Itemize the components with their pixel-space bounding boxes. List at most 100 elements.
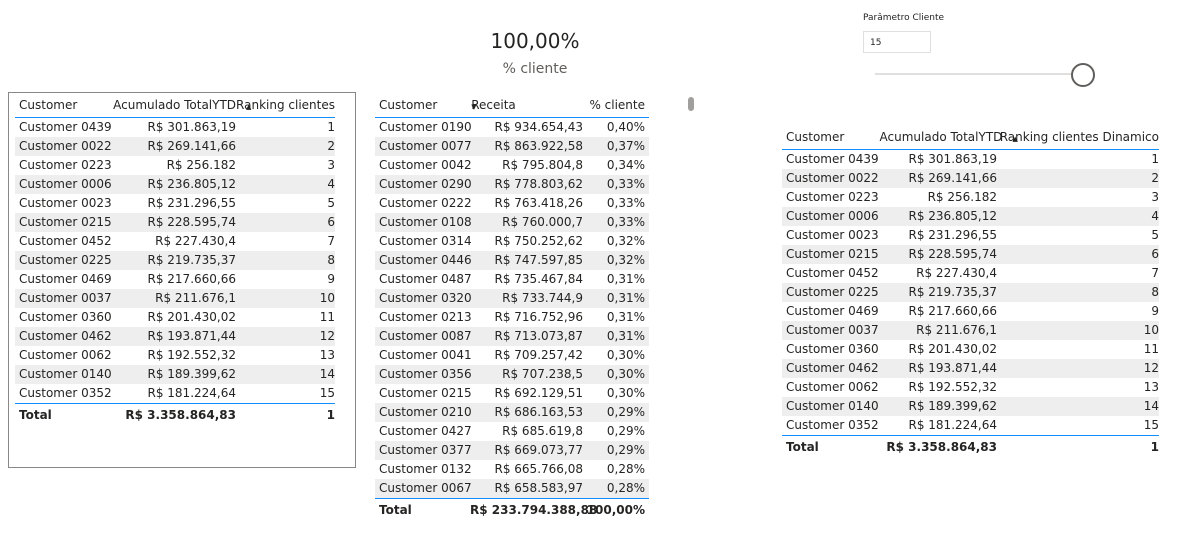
table-row[interactable]: Customer 0314 R$ 750.252,62 0,32% <box>375 232 649 251</box>
table-header: Customer Acumulado TotalYTD Ranking clie… <box>782 126 1159 150</box>
table-row[interactable]: Customer 0439 R$ 301.863,19 1 <box>782 150 1159 169</box>
slider-track[interactable] <box>875 73 1085 75</box>
table-row[interactable]: Customer 0377 R$ 669.073,77 0,29% <box>375 441 649 460</box>
cell-value: R$ 228.595,74 <box>147 215 237 229</box>
table-row[interactable]: Customer 0223 R$ 256.182 3 <box>15 156 335 175</box>
table-row[interactable]: Customer 0062 R$ 192.552,32 13 <box>15 346 335 365</box>
table-row[interactable]: Customer 0140 R$ 189.399,62 14 <box>15 365 335 384</box>
table-row[interactable]: Customer 0462 R$ 193.871,44 12 <box>15 327 335 346</box>
table-row[interactable]: Customer 0213 R$ 716.752,96 0,31% <box>375 308 649 327</box>
cell-metric: 0,31% <box>606 310 645 324</box>
table-row[interactable]: Customer 0427 R$ 685.619,8 0,29% <box>375 422 649 441</box>
cell-value: R$ 181.224,64 <box>147 386 237 400</box>
table-row[interactable]: Customer 0469 R$ 217.660,66 9 <box>782 302 1159 321</box>
cell-metric: 14 <box>319 367 335 381</box>
slicer-value-input[interactable]: 15 <box>863 31 931 53</box>
table-row[interactable]: Customer 0087 R$ 713.073,87 0,31% <box>375 327 649 346</box>
table-row[interactable]: Customer 0222 R$ 763.418,26 0,33% <box>375 194 649 213</box>
cell-customer: Customer 0314 <box>379 234 472 248</box>
column-header-acumulado[interactable]: Acumulado TotalYTD <box>113 98 237 112</box>
cell-value: R$ 763.418,26 <box>494 196 584 210</box>
table-row[interactable]: Customer 0006 R$ 236.805,12 4 <box>15 175 335 194</box>
table-row[interactable]: Customer 0108 R$ 760.000,7 0,33% <box>375 213 649 232</box>
table-row[interactable]: Customer 0190 R$ 934.654,43 0,40% <box>375 118 649 137</box>
table-row[interactable]: Customer 0452 R$ 227.430,4 7 <box>15 232 335 251</box>
cell-value: R$ 863.922,58 <box>494 139 584 153</box>
column-header-customer[interactable]: Customer <box>786 130 845 144</box>
column-header-ranking-dinamico[interactable]: Ranking clientes Dinamico ▲ <box>1000 126 1159 144</box>
table-row[interactable]: Customer 0037 R$ 211.676,1 10 <box>782 321 1159 340</box>
table-row[interactable]: Customer 0210 R$ 686.163,53 0,29% <box>375 403 649 422</box>
cell-metric: 12 <box>319 329 335 343</box>
cell-value: R$ 211.676,1 <box>155 291 236 305</box>
total-row: Total R$ 3.358.864,83 1 <box>15 403 335 425</box>
table-row[interactable]: Customer 0487 R$ 735.467,84 0,31% <box>375 270 649 289</box>
table-row[interactable]: Customer 0360 R$ 201.430,02 11 <box>782 340 1159 359</box>
column-header-customer[interactable]: Customer <box>19 98 78 112</box>
table-row[interactable]: Customer 0439 R$ 301.863,19 1 <box>15 118 335 137</box>
table-row[interactable]: Customer 0215 R$ 228.595,74 6 <box>15 213 335 232</box>
table-row[interactable]: Customer 0215 R$ 692.129,51 0,30% <box>375 384 649 403</box>
table-row[interactable]: Customer 0469 R$ 217.660,66 9 <box>15 270 335 289</box>
table-row[interactable]: Customer 0062 R$ 192.552,32 13 <box>782 378 1159 397</box>
column-header-pct-cliente[interactable]: % cliente <box>589 98 645 112</box>
table-row[interactable]: Customer 0215 R$ 228.595,74 6 <box>782 245 1159 264</box>
cell-value: R$ 750.252,62 <box>494 234 584 248</box>
cell-metric: 0,30% <box>606 367 645 381</box>
table-row[interactable]: Customer 0352 R$ 181.224,64 15 <box>15 384 335 403</box>
table-row[interactable]: Customer 0022 R$ 269.141,66 2 <box>782 169 1159 188</box>
table-row[interactable]: Customer 0132 R$ 665.766,08 0,28% <box>375 460 649 479</box>
column-header-ranking[interactable]: Ranking clientes ▲ <box>236 94 335 112</box>
column-header-customer[interactable]: Customer <box>379 98 438 112</box>
table-row[interactable]: Customer 0352 R$ 181.224,64 15 <box>782 416 1159 435</box>
table-row[interactable]: Customer 0140 R$ 189.399,62 14 <box>782 397 1159 416</box>
column-header-receita-label: Receita <box>471 98 516 112</box>
table-row[interactable]: Customer 0320 R$ 733.744,9 0,31% <box>375 289 649 308</box>
table-row[interactable]: Customer 0023 R$ 231.296,55 5 <box>15 194 335 213</box>
parameter-slicer: Parâmetro Cliente 15 <box>863 10 1103 87</box>
cell-metric: 1 <box>1151 152 1159 166</box>
cell-value: R$ 219.735,37 <box>147 253 237 267</box>
table-row[interactable]: Customer 0446 R$ 747.597,85 0,32% <box>375 251 649 270</box>
cell-metric: 6 <box>327 215 335 229</box>
table-row[interactable]: Customer 0042 R$ 795.804,8 0,34% <box>375 156 649 175</box>
total-pct: 100,00% <box>586 503 645 517</box>
table-row[interactable]: Customer 0356 R$ 707.238,5 0,30% <box>375 365 649 384</box>
cell-customer: Customer 0446 <box>379 253 472 267</box>
table-row[interactable]: Customer 0462 R$ 193.871,44 12 <box>782 359 1159 378</box>
cell-value: R$ 231.296,55 <box>147 196 237 210</box>
table-row[interactable]: Customer 0223 R$ 256.182 3 <box>782 188 1159 207</box>
cell-value: R$ 709.257,42 <box>494 348 584 362</box>
cell-customer: Customer 0223 <box>19 158 112 172</box>
kpi-label: % cliente <box>502 61 568 77</box>
cell-metric: 1 <box>327 120 335 134</box>
cell-metric: 0,29% <box>606 443 645 457</box>
table-row[interactable]: Customer 0077 R$ 863.922,58 0,37% <box>375 137 649 156</box>
kpi-value: 100,00% <box>490 29 580 53</box>
cell-customer: Customer 0222 <box>379 196 472 210</box>
cell-value: R$ 192.552,32 <box>908 380 998 394</box>
table-row[interactable]: Customer 0023 R$ 231.296,55 5 <box>782 226 1159 245</box>
table-row[interactable]: Customer 0006 R$ 236.805,12 4 <box>782 207 1159 226</box>
table-row[interactable]: Customer 0037 R$ 211.676,1 10 <box>15 289 335 308</box>
sort-descending-icon: ▼ <box>471 103 477 111</box>
table-scrollbar-handle[interactable] <box>688 97 694 111</box>
cell-metric: 0,33% <box>606 177 645 191</box>
cell-metric: 0,33% <box>606 196 645 210</box>
table-row[interactable]: Customer 0041 R$ 709.257,42 0,30% <box>375 346 649 365</box>
table-row[interactable]: Customer 0225 R$ 219.735,37 8 <box>15 251 335 270</box>
column-header-receita[interactable]: Receita ▼ <box>471 94 581 112</box>
cell-metric: 14 <box>1143 399 1159 413</box>
table-row[interactable]: Customer 0067 R$ 658.583,97 0,28% <box>375 479 649 498</box>
column-header-acumulado[interactable]: Acumulado TotalYTD <box>879 130 1003 144</box>
table-row[interactable]: Customer 0225 R$ 219.735,37 8 <box>782 283 1159 302</box>
table-row[interactable]: Customer 0022 R$ 269.141,66 2 <box>15 137 335 156</box>
cell-customer: Customer 0042 <box>379 158 472 172</box>
cell-metric: 0,30% <box>606 348 645 362</box>
table-row[interactable]: Customer 0452 R$ 227.430,4 7 <box>782 264 1159 283</box>
cell-value: R$ 716.752,96 <box>494 310 584 324</box>
table-row[interactable]: Customer 0360 R$ 201.430,02 11 <box>15 308 335 327</box>
slider-thumb[interactable] <box>1071 63 1095 87</box>
table-row[interactable]: Customer 0290 R$ 778.803,62 0,33% <box>375 175 649 194</box>
cell-value: R$ 269.141,66 <box>147 139 237 153</box>
